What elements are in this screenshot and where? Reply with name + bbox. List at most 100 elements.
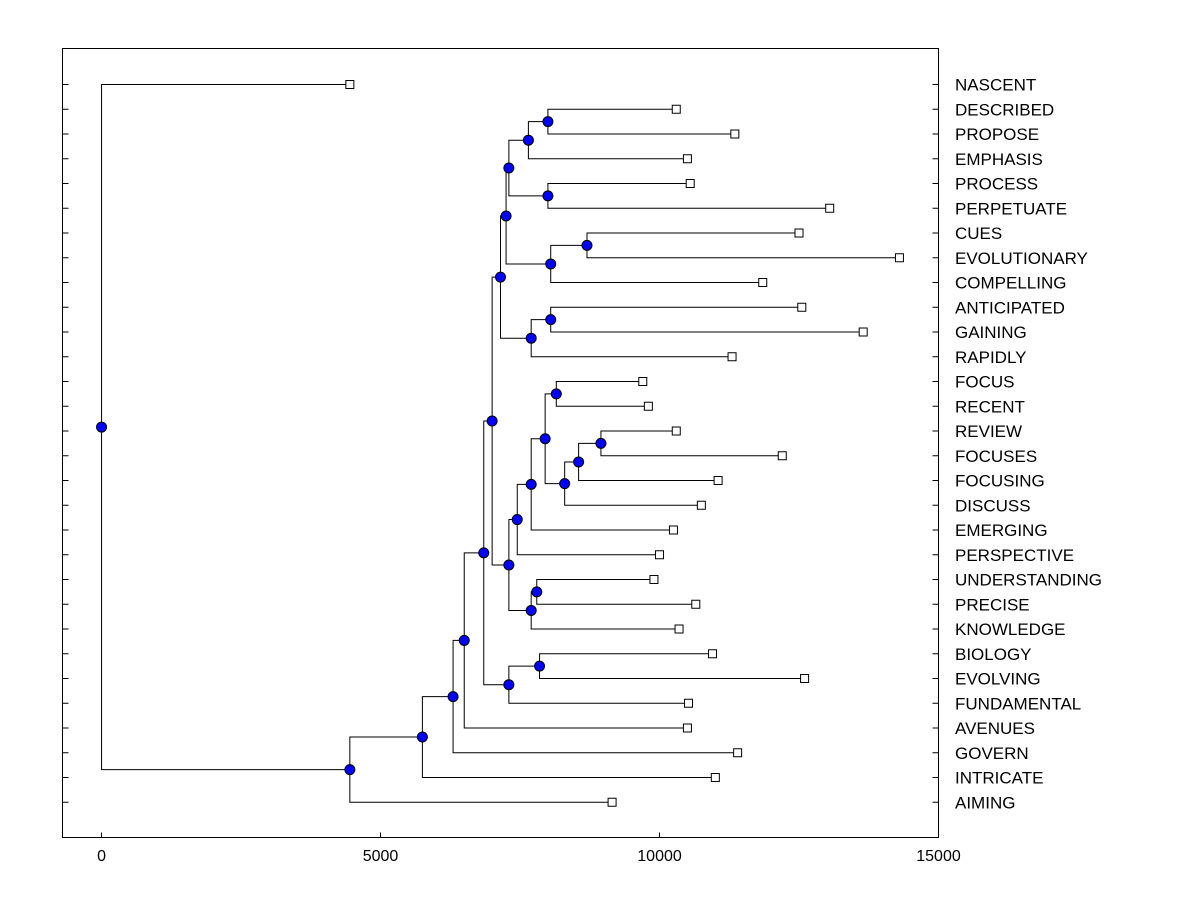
branch-n23 (508, 665, 689, 704)
leaf-marker (655, 550, 665, 560)
leaf-label: COMPELLING (955, 274, 1066, 293)
node-marker (559, 478, 571, 490)
node-marker (545, 258, 557, 270)
branch-n6 (550, 244, 763, 283)
leaf-label: REVIEW (955, 422, 1022, 441)
leaf-marker (708, 649, 718, 659)
leaf-label: BIOLOGY (955, 645, 1032, 664)
leaf-label: RECENT (955, 397, 1025, 416)
leaf-marker (668, 525, 678, 535)
leaf-label: RAPIDLY (955, 348, 1027, 367)
leaf-marker (730, 129, 740, 139)
leaf-marker (682, 723, 692, 733)
leaf-label: EMERGING (955, 521, 1048, 540)
leaf-label: EVOLVING (955, 670, 1041, 689)
node-marker (525, 604, 537, 616)
leaf-marker (682, 154, 692, 164)
branch-n13 (578, 442, 719, 481)
leaf-label: CUES (955, 224, 1002, 243)
leaf-marker (696, 500, 706, 510)
branch-n29 (101, 84, 350, 771)
node-marker (581, 239, 593, 251)
leaf-marker (825, 203, 835, 213)
leaf-label: AVENUES (955, 719, 1035, 738)
branch-n18 (536, 579, 696, 605)
leaf-marker (684, 698, 694, 708)
branch-n28 (349, 736, 613, 803)
leaf-marker (713, 476, 723, 485)
node-marker (595, 437, 607, 449)
leaf-marker (671, 104, 681, 114)
leaf-marker (643, 401, 653, 411)
node-marker (503, 559, 515, 571)
branch-n11 (555, 381, 649, 407)
leaf-label: FOCUS (955, 373, 1015, 392)
leaf-label: EMPHASIS (955, 150, 1043, 169)
leaf-marker (727, 352, 737, 362)
leaf-label: AIMING (955, 793, 1015, 812)
node-marker (534, 660, 546, 672)
branch-n14 (564, 461, 702, 506)
x-tick-label: 10000 (637, 848, 682, 865)
tree-branches (101, 84, 900, 803)
branch-n5 (586, 232, 900, 259)
leaf-label: PROPOSE (955, 125, 1039, 144)
branch-n22 (539, 653, 805, 679)
node-marker (96, 421, 108, 433)
leaf-marker (858, 327, 868, 337)
leaf-marker (685, 179, 695, 188)
node-markers (96, 116, 607, 776)
leaf-marker (691, 599, 701, 609)
leaf-label: PERSPECTIVE (955, 546, 1074, 565)
node-marker (545, 314, 557, 326)
leaf-marker (710, 773, 720, 782)
node-marker (458, 634, 470, 646)
branch-n17 (516, 483, 660, 556)
leaf-marker (777, 451, 787, 461)
leaf-marker (649, 575, 659, 584)
leaf-marker (800, 674, 810, 683)
plot-frame (62, 48, 939, 838)
branch-n16 (530, 438, 674, 531)
node-marker (478, 547, 490, 559)
branch-n12 (600, 430, 783, 457)
x-tick-label: 5000 (363, 848, 399, 865)
branch-n7 (505, 167, 551, 265)
leaf-label: FOCUSING (955, 472, 1045, 491)
node-marker (495, 271, 506, 283)
leaf-marker (797, 302, 807, 312)
leaf-marker (638, 377, 648, 386)
branch-n9 (530, 319, 733, 358)
leaf-label: FUNDAMENTAL (955, 694, 1081, 713)
node-marker (550, 388, 562, 400)
leaf-marker (674, 624, 684, 634)
leaf-marker (758, 278, 768, 287)
x-tick-label: 0 (97, 848, 106, 865)
leaf-label: FOCUSES (955, 447, 1037, 466)
branch-n26 (452, 639, 738, 754)
leaf-label: PRECISE (955, 595, 1030, 614)
leaf-marker (794, 228, 804, 238)
leaf-label: DESCRIBED (955, 100, 1054, 119)
leaf-marker (671, 426, 681, 436)
leaf-label: NASCENT (955, 76, 1036, 95)
node-marker (542, 190, 554, 202)
branch-n2 (527, 121, 688, 160)
node-marker (503, 679, 515, 691)
y-ticks-right (932, 84, 939, 803)
y-ticks-left (62, 84, 69, 803)
x-axis: 0 5000 10000 15000 (97, 832, 961, 865)
node-marker (416, 731, 428, 743)
leaf-marker (607, 797, 617, 807)
leaf-marker (894, 253, 904, 263)
leaf-labels: NASCENT DESCRIBED PROPOSE EMPHASIS PROCESS PE… (955, 76, 1102, 813)
node-marker (486, 415, 498, 427)
node-marker (525, 478, 537, 490)
leaf-label: PERPETUATE (955, 199, 1067, 218)
leaf-label: PROCESS (955, 175, 1038, 194)
leaf-label: KNOWLEDGE (955, 620, 1066, 639)
node-marker (511, 514, 523, 526)
leaf-label: ANTICIPATED (955, 298, 1065, 317)
node-marker (447, 691, 459, 703)
